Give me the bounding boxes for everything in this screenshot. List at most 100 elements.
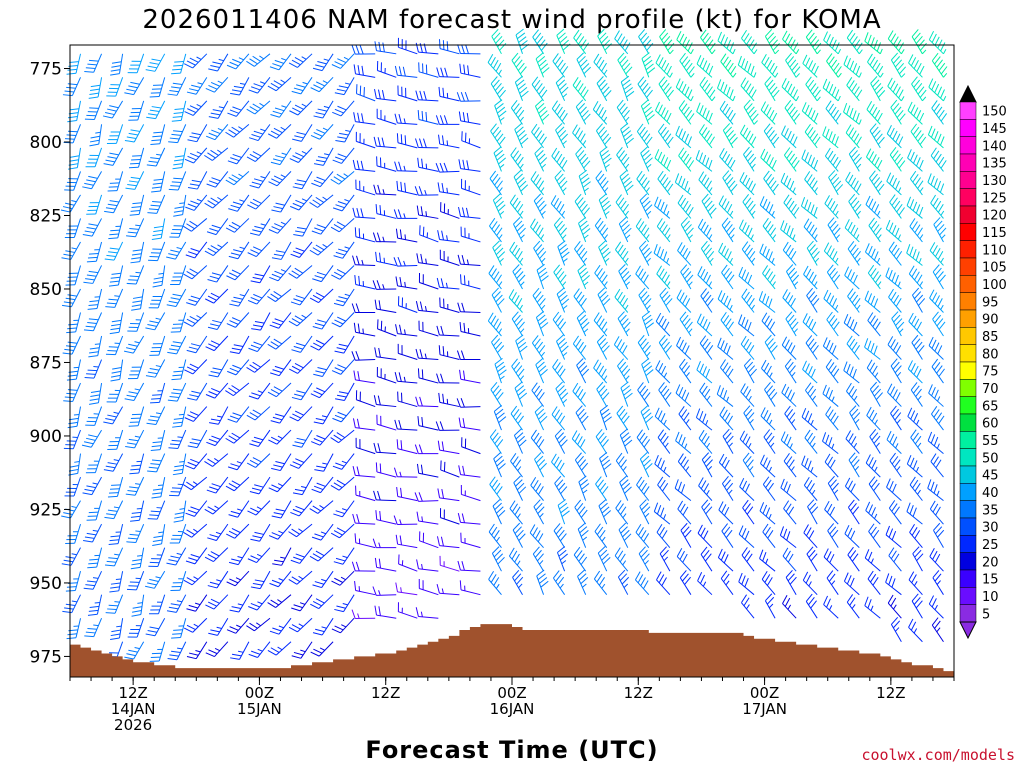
barb-half-feather <box>517 466 522 472</box>
barb-staff <box>675 181 692 196</box>
barb-staff <box>217 100 229 119</box>
barb-feather <box>126 235 136 238</box>
barb-staff <box>494 363 502 384</box>
wind-barb <box>289 100 313 116</box>
barb-feather <box>335 462 345 467</box>
barb-feather <box>703 483 710 492</box>
barb-feather <box>233 249 243 253</box>
barb-feather <box>249 153 259 160</box>
barb-feather <box>685 251 691 260</box>
barb-feather <box>746 506 754 515</box>
barb-feather <box>744 224 750 234</box>
barb-half-feather <box>341 460 347 464</box>
barb-feather <box>150 449 161 451</box>
barb-feather <box>748 345 755 354</box>
barb-staff <box>195 77 208 95</box>
wind-barb <box>414 186 439 196</box>
barb-feather <box>111 272 122 275</box>
barb-staff <box>655 62 671 78</box>
barb-feather <box>520 90 529 98</box>
barb-feather <box>209 534 219 538</box>
barb-staff <box>154 312 166 331</box>
barb-feather <box>616 405 624 414</box>
barb-feather <box>251 328 261 331</box>
barb-feather <box>641 177 648 186</box>
barb-feather <box>167 657 178 661</box>
barb-half-feather <box>645 234 650 240</box>
barb-staff <box>510 154 523 172</box>
barb-staff <box>678 155 692 172</box>
barb-feather <box>746 553 753 562</box>
barb-staff <box>397 237 418 243</box>
barb-feather <box>60 209 71 213</box>
barb-feather <box>535 224 541 234</box>
barb-feather <box>791 156 798 166</box>
barb-feather <box>638 479 645 489</box>
barb-feather <box>436 373 440 383</box>
wind-barb <box>63 429 81 450</box>
barb-feather <box>517 32 526 40</box>
barb-half-feather <box>663 466 667 473</box>
wind-barb <box>695 149 713 172</box>
wind-barb <box>331 617 355 634</box>
barb-staff <box>762 273 776 290</box>
barb-half-feather <box>215 531 222 535</box>
barb-feather <box>770 86 778 95</box>
wind-barb <box>356 84 376 102</box>
barb-feather <box>376 280 381 290</box>
barb-feather <box>316 129 326 134</box>
barb-feather <box>295 199 305 205</box>
barb-staff <box>355 121 376 125</box>
wind-barb <box>373 136 397 149</box>
wind-barb <box>246 406 271 421</box>
wind-barb <box>271 500 292 519</box>
barb-feather <box>782 289 788 298</box>
barb-feather <box>618 103 626 112</box>
barb-feather <box>540 322 549 329</box>
wind-barb <box>311 218 334 235</box>
barb-staff <box>614 38 629 55</box>
barb-half-feather <box>751 257 756 263</box>
barb-feather <box>619 573 628 581</box>
wind-barb <box>330 218 355 233</box>
barb-feather <box>767 271 774 280</box>
barb-feather <box>765 126 773 135</box>
wind-barb <box>291 335 313 353</box>
barb-feather <box>109 590 119 593</box>
barb-staff <box>397 142 418 149</box>
barb-feather <box>400 181 403 192</box>
wind-barb <box>698 124 715 149</box>
barb-staff <box>196 429 208 448</box>
barb-feather <box>210 149 219 156</box>
wind-barb <box>104 500 124 520</box>
barb-feather <box>536 408 545 416</box>
barb-feather <box>208 116 219 119</box>
wind-barb <box>126 265 145 285</box>
barb-feather <box>657 199 662 209</box>
barb-feather <box>379 252 382 263</box>
barb-feather <box>207 553 217 560</box>
wind-barb <box>394 113 418 125</box>
barb-half-feather <box>277 599 283 603</box>
barb-feather <box>559 36 568 44</box>
barb-staff <box>659 294 671 313</box>
barb-feather <box>230 657 240 660</box>
barb-feather <box>763 170 770 179</box>
barb-half-feather <box>217 127 223 131</box>
barb-feather <box>312 553 322 559</box>
barb-staff <box>595 130 608 149</box>
barb-staff <box>320 265 334 282</box>
wind-barb <box>493 146 507 172</box>
barb-feather <box>557 385 565 393</box>
barb-feather <box>772 89 780 98</box>
barb-feather <box>680 522 688 531</box>
barb-feather <box>783 175 789 185</box>
barb-feather <box>315 598 325 604</box>
barb-half-feather <box>280 221 286 225</box>
barb-staff <box>236 406 250 423</box>
barb-half-feather <box>768 513 772 520</box>
barb-feather <box>594 264 601 274</box>
wind-barb <box>248 594 271 611</box>
wind-barb <box>184 147 208 164</box>
barb-staff <box>258 218 271 236</box>
